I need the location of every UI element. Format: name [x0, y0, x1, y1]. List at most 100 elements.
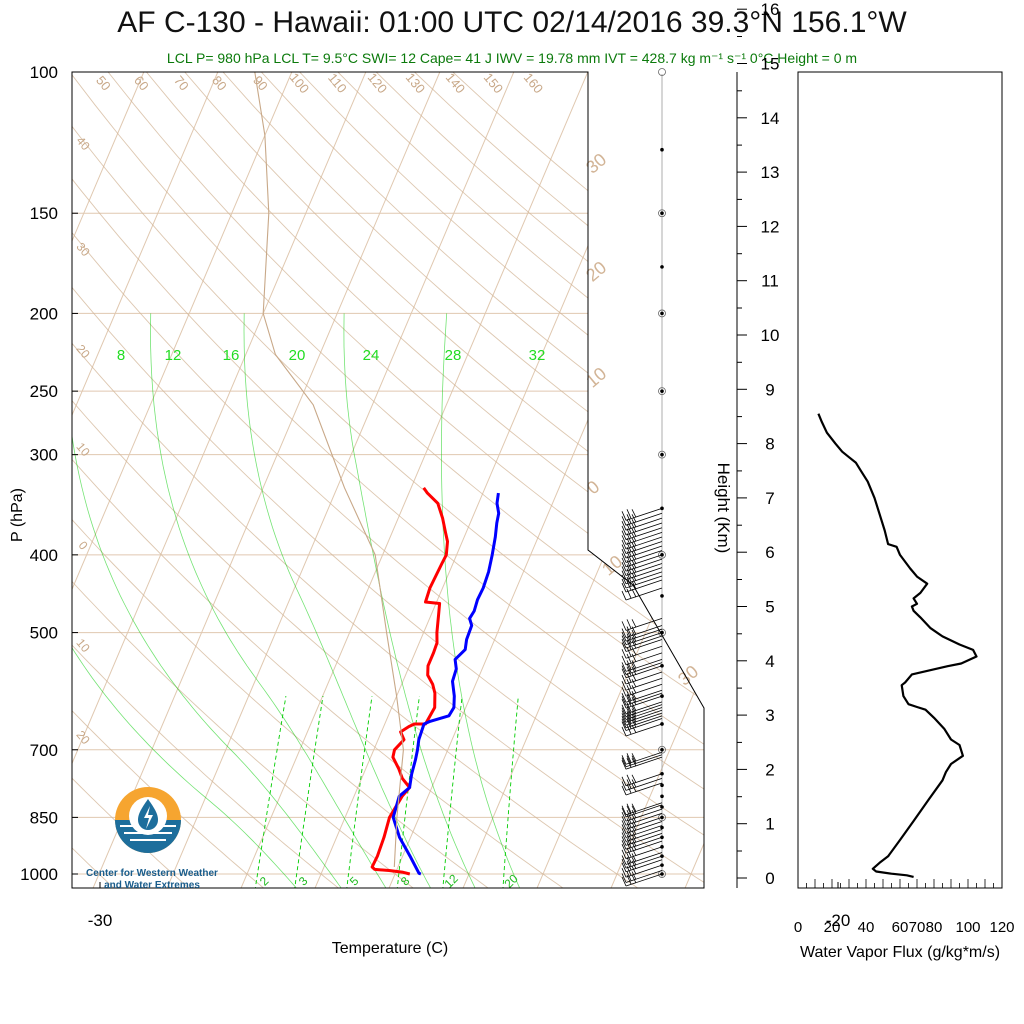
isotherm-label: 60: [131, 73, 152, 94]
flux-profile-line: [817, 413, 978, 878]
wind-barb: [621, 652, 663, 666]
dry-adiabat-line: [72, 72, 418, 888]
wind-barb: [621, 829, 663, 842]
adiabat-left-label: 20: [73, 728, 93, 747]
moist-adiabat-line: [441, 313, 522, 888]
wind-barb: [621, 817, 663, 830]
wind-barb: [621, 617, 663, 631]
isotherm-line: [387, 72, 704, 888]
temperature-tick-label: -30: [88, 911, 113, 930]
height-tick-label: 4: [765, 652, 774, 671]
logo-text-line2: and Water Extremes: [104, 880, 200, 891]
level-marker-circle: [658, 745, 666, 754]
moist-adiabat-line: [72, 313, 344, 888]
mixing-ratio-top-label: 24: [363, 347, 380, 364]
level-marker-circle: [658, 68, 666, 76]
pressure-tick-label: 100: [30, 63, 58, 82]
skewt-frame: [71, 71, 705, 889]
isotherm-line: [72, 72, 219, 888]
flux-tick-label: 0: [794, 919, 802, 936]
wind-barb: [621, 689, 663, 703]
height-tick-label: 5: [765, 598, 774, 617]
wind-barb: [621, 659, 663, 672]
mixing-ratio-line: [396, 696, 420, 888]
height-tick-label: 2: [765, 760, 774, 779]
isotherm-line: [0, 72, 70, 891]
level-marker-dot: [660, 389, 664, 393]
wind-barb: [621, 833, 663, 846]
wind-barb: [621, 778, 663, 791]
level-marker-dot: [660, 265, 664, 269]
dry-adiabat-line: [184, 72, 704, 888]
level-marker-circle: [658, 309, 666, 318]
height-tick-label: 12: [761, 217, 780, 236]
wind-barb: [621, 695, 663, 709]
mixing-ratio-bottom-label: 5: [347, 874, 362, 889]
pressure-tick-label: 400: [30, 546, 58, 565]
height-tick-label: 9: [765, 380, 774, 399]
level-marker-circle: [658, 813, 666, 822]
logo-text: Center for Western Weather and Water Ext…: [62, 868, 242, 892]
temperature-profile-line: [370, 486, 449, 876]
dry-adiabat-line: [72, 72, 704, 888]
wind-barb: [621, 812, 663, 826]
wind-barb: [621, 545, 663, 559]
mixing-ratio-top-label: 8: [117, 347, 125, 364]
wind-barb: [621, 507, 663, 521]
dry-adiabat-line: [337, 72, 704, 888]
dry-adiabat-line: [107, 72, 704, 888]
adiabat-right-label: 20: [582, 257, 610, 285]
flux-tick-label: 120: [989, 919, 1014, 936]
cw3e-logo: [115, 787, 181, 853]
wind-barb: [621, 639, 663, 652]
height-tick-label: 13: [761, 163, 780, 182]
chart-title: AF C-130 - Hawaii: 01:00 UTC 02/14/2016 …: [117, 6, 907, 39]
level-marker-dot: [660, 747, 664, 752]
flux-tick-label: 20: [824, 919, 841, 936]
mixing-ratio-top-label: 20: [289, 347, 306, 364]
mixing-ratio-bottom-label: 3: [296, 874, 311, 889]
dry-adiabat-line: [146, 72, 704, 888]
adiabat-right-label: 0: [583, 477, 604, 499]
isotherm-label: 110: [325, 70, 350, 96]
dry-adiabat-line: [72, 72, 704, 888]
pressure-tick-label: 1000: [20, 865, 58, 884]
level-marker-dot: [660, 452, 664, 457]
parcel-profile-line: [254, 72, 404, 868]
dry-adiabat-line: [72, 72, 193, 888]
level-marker-dot: [660, 825, 664, 830]
dry-adiabat-line: [452, 72, 704, 888]
dry-adiabat-line: [375, 72, 704, 888]
dry-adiabat-line: [72, 72, 268, 888]
isotherm-line: [313, 72, 663, 888]
wind-barb: [621, 628, 663, 642]
level-marker-dot: [660, 805, 664, 809]
level-marker-circle: [658, 387, 666, 396]
height-tick-label: 7: [765, 489, 774, 508]
isotherm-label: 150: [481, 70, 506, 96]
dry-adiabat-line: [72, 72, 704, 888]
adiabat-left-label: 10: [73, 636, 93, 655]
level-marker-dot: [660, 211, 664, 216]
dry-adiabat-line: [72, 72, 704, 888]
level-marker-circle: [658, 209, 666, 218]
moist-adiabat-line: [150, 313, 389, 888]
wind-barb: [621, 587, 663, 601]
height-tick-label: 8: [765, 435, 774, 454]
wind-barb: [621, 873, 663, 887]
wind-barb: [621, 541, 663, 554]
height-tick-label: 16: [761, 0, 780, 19]
level-marker-dot: [660, 594, 664, 598]
wind-barb: [621, 662, 663, 675]
height-tick-label: 1: [765, 815, 774, 834]
wind-barb: [621, 859, 663, 873]
isotherm-label: 140: [443, 70, 468, 96]
height-tick-label: 3: [765, 706, 774, 725]
wind-barb: [621, 671, 663, 685]
adiabat-right-label: 30: [674, 661, 702, 689]
dry-adiabat-line: [72, 72, 643, 888]
flux-axis-label: Water Vapor Flux (g/kg*m/s): [800, 944, 1000, 961]
pressure-tick-label: 150: [30, 204, 58, 223]
level-marker-dot: [660, 147, 664, 152]
pressure-tick-label: 200: [30, 304, 58, 323]
